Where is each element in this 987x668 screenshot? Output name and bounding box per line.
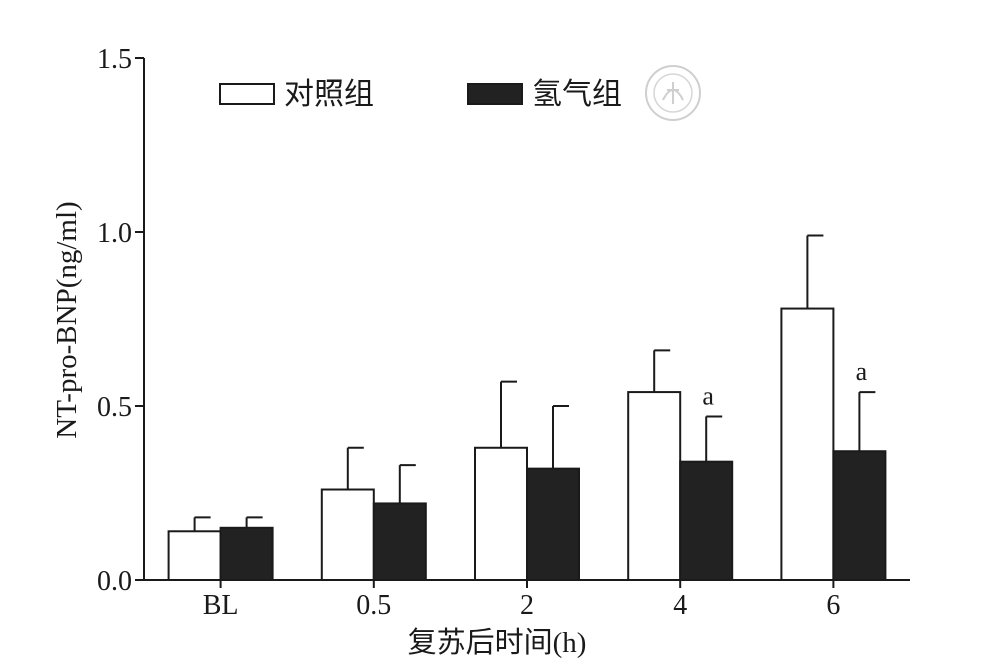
watermark <box>645 65 701 121</box>
y-tick-label: 0.5 <box>97 392 132 423</box>
annotations-layer: aa <box>702 357 867 410</box>
bar-氢气组-2 <box>526 467 580 582</box>
axes-layer: BL 0.5 2 4 6 0.0 0.5 1.0 1.5 <box>97 44 910 621</box>
legend-swatch-对照组 <box>219 83 275 105</box>
x-tick-label: 2 <box>520 590 534 621</box>
bar-氢气组-4 <box>679 460 734 581</box>
x-tick-label: 0.5 <box>356 590 391 621</box>
bar-氢气组-6 <box>832 450 887 581</box>
x-tick-label: 4 <box>673 590 687 621</box>
error-bars-layer <box>193 234 876 532</box>
y-tick-label: 0.0 <box>97 566 132 597</box>
legend: 对照组 氢气组 <box>219 78 622 111</box>
bar-对照组-6 <box>780 307 835 581</box>
legend-label-氢气组: 氢气组 <box>532 78 622 111</box>
significance-mark: a <box>856 357 868 386</box>
y-axis-label: NT-pro-BNP(ng/ml) <box>51 201 83 438</box>
y-tick-label: 1.0 <box>97 218 132 249</box>
legend-swatch-氢气组 <box>467 83 523 105</box>
y-tick-label: 1.5 <box>97 44 132 75</box>
bar-氢气组-0.5 <box>372 502 427 581</box>
society-seal-icon <box>645 65 701 121</box>
bar-对照组-BL <box>167 530 222 582</box>
x-tick-label: BL <box>203 590 239 621</box>
bar-氢气组-BL <box>219 526 274 581</box>
x-tick-label: 6 <box>826 590 840 621</box>
bars-layer <box>167 307 887 582</box>
bar-对照组-4 <box>627 391 682 581</box>
bar-对照组-0.5 <box>320 488 375 581</box>
legend-label-对照组: 对照组 <box>284 78 374 111</box>
x-axis-label: 复苏后时间(h) <box>408 626 587 659</box>
bar-对照组-2 <box>474 446 528 582</box>
significance-mark: a <box>702 381 714 410</box>
